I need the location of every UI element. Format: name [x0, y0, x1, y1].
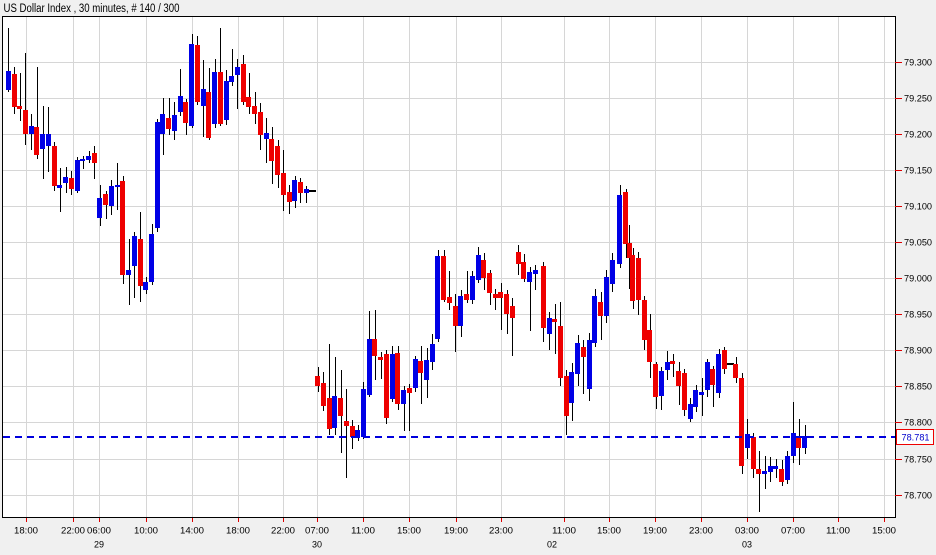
svg-text:79.100: 79.100: [904, 202, 932, 213]
svg-text:11:00: 11:00: [351, 526, 375, 537]
svg-text:19:00: 19:00: [444, 526, 468, 537]
svg-text:22:00: 22:00: [61, 526, 85, 537]
svg-text:79.300: 79.300: [904, 58, 932, 69]
svg-text:19:00: 19:00: [643, 526, 667, 537]
svg-text:18:00: 18:00: [226, 526, 250, 537]
svg-text:79.050: 79.050: [904, 238, 932, 249]
svg-text:07:00: 07:00: [781, 526, 805, 537]
svg-text:15:00: 15:00: [597, 526, 621, 537]
svg-text:79.250: 79.250: [904, 94, 932, 105]
svg-text:79.150: 79.150: [904, 166, 932, 177]
svg-text:15:00: 15:00: [397, 526, 421, 537]
svg-text:78.800: 78.800: [904, 418, 932, 429]
svg-text:06:00: 06:00: [87, 526, 111, 537]
svg-text:14:00: 14:00: [180, 526, 204, 537]
svg-text:18:00: 18:00: [14, 526, 38, 537]
svg-text:30: 30: [312, 540, 322, 551]
svg-text:11:00: 11:00: [826, 526, 850, 537]
svg-text:03:00: 03:00: [735, 526, 759, 537]
svg-text:79.000: 79.000: [904, 274, 932, 285]
svg-text:22:00: 22:00: [271, 526, 295, 537]
svg-text:78.950: 78.950: [904, 310, 932, 321]
svg-text:US Dollar Index , 30 minutes,: US Dollar Index , 30 minutes, # 140 / 30…: [4, 3, 180, 15]
svg-text:78.700: 78.700: [904, 491, 932, 502]
svg-text:07:00: 07:00: [305, 526, 329, 537]
svg-text:15:00: 15:00: [872, 526, 896, 537]
svg-text:02: 02: [547, 540, 557, 551]
svg-text:23:00: 23:00: [689, 526, 713, 537]
svg-text:78.750: 78.750: [904, 455, 932, 466]
svg-text:11:00: 11:00: [552, 526, 576, 537]
svg-text:23:00: 23:00: [489, 526, 513, 537]
svg-text:10:00: 10:00: [134, 526, 158, 537]
svg-text:29: 29: [94, 540, 104, 551]
svg-text:03: 03: [742, 540, 752, 551]
svg-text:78.900: 78.900: [904, 346, 932, 357]
svg-text:78.781: 78.781: [902, 433, 930, 444]
svg-text:79.200: 79.200: [904, 130, 932, 141]
svg-text:78.850: 78.850: [904, 382, 932, 393]
